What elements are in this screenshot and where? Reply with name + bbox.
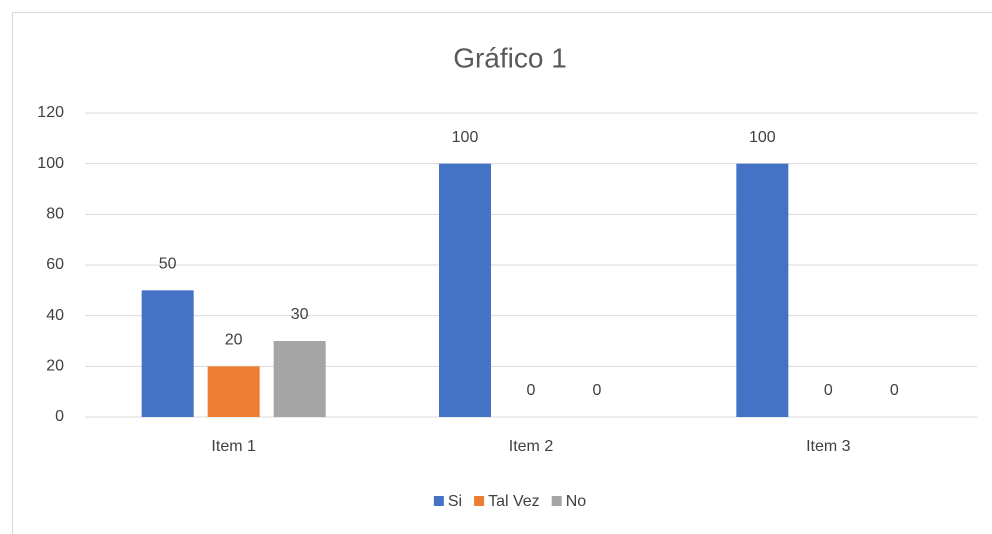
chart-border <box>12 12 992 534</box>
chart-title: Gráfico 1 <box>453 42 567 73</box>
bar <box>141 290 194 417</box>
y-tick-label: 0 <box>55 408 64 425</box>
legend-label: Si <box>448 493 462 510</box>
legend-label: Tal Vez <box>488 493 540 510</box>
data-label: 0 <box>824 382 833 399</box>
y-tick-label: 100 <box>37 155 64 172</box>
data-label: 0 <box>593 382 602 399</box>
bar <box>439 163 491 417</box>
bar <box>736 163 789 417</box>
data-label: 50 <box>159 256 177 273</box>
data-label: 0 <box>527 382 536 399</box>
data-label: 0 <box>890 382 899 399</box>
legend-label: No <box>566 493 587 510</box>
y-tick-label: 120 <box>37 104 64 121</box>
x-tick-label: Item 2 <box>509 438 554 455</box>
y-tick-label: 20 <box>46 358 64 375</box>
bar <box>207 366 260 417</box>
legend-swatch <box>474 496 485 506</box>
legend-swatch <box>433 496 444 506</box>
y-tick-label: 60 <box>46 256 64 273</box>
data-label: 30 <box>291 306 309 323</box>
data-label: 20 <box>225 332 243 349</box>
data-label: 100 <box>452 129 479 146</box>
data-label: 100 <box>749 129 776 146</box>
bar <box>273 341 326 417</box>
x-tick-label: Item 1 <box>211 438 256 455</box>
legend-swatch <box>551 496 562 506</box>
y-tick-label: 40 <box>46 307 64 324</box>
x-tick-label: Item 3 <box>806 438 851 455</box>
y-tick-label: 80 <box>46 206 64 223</box>
